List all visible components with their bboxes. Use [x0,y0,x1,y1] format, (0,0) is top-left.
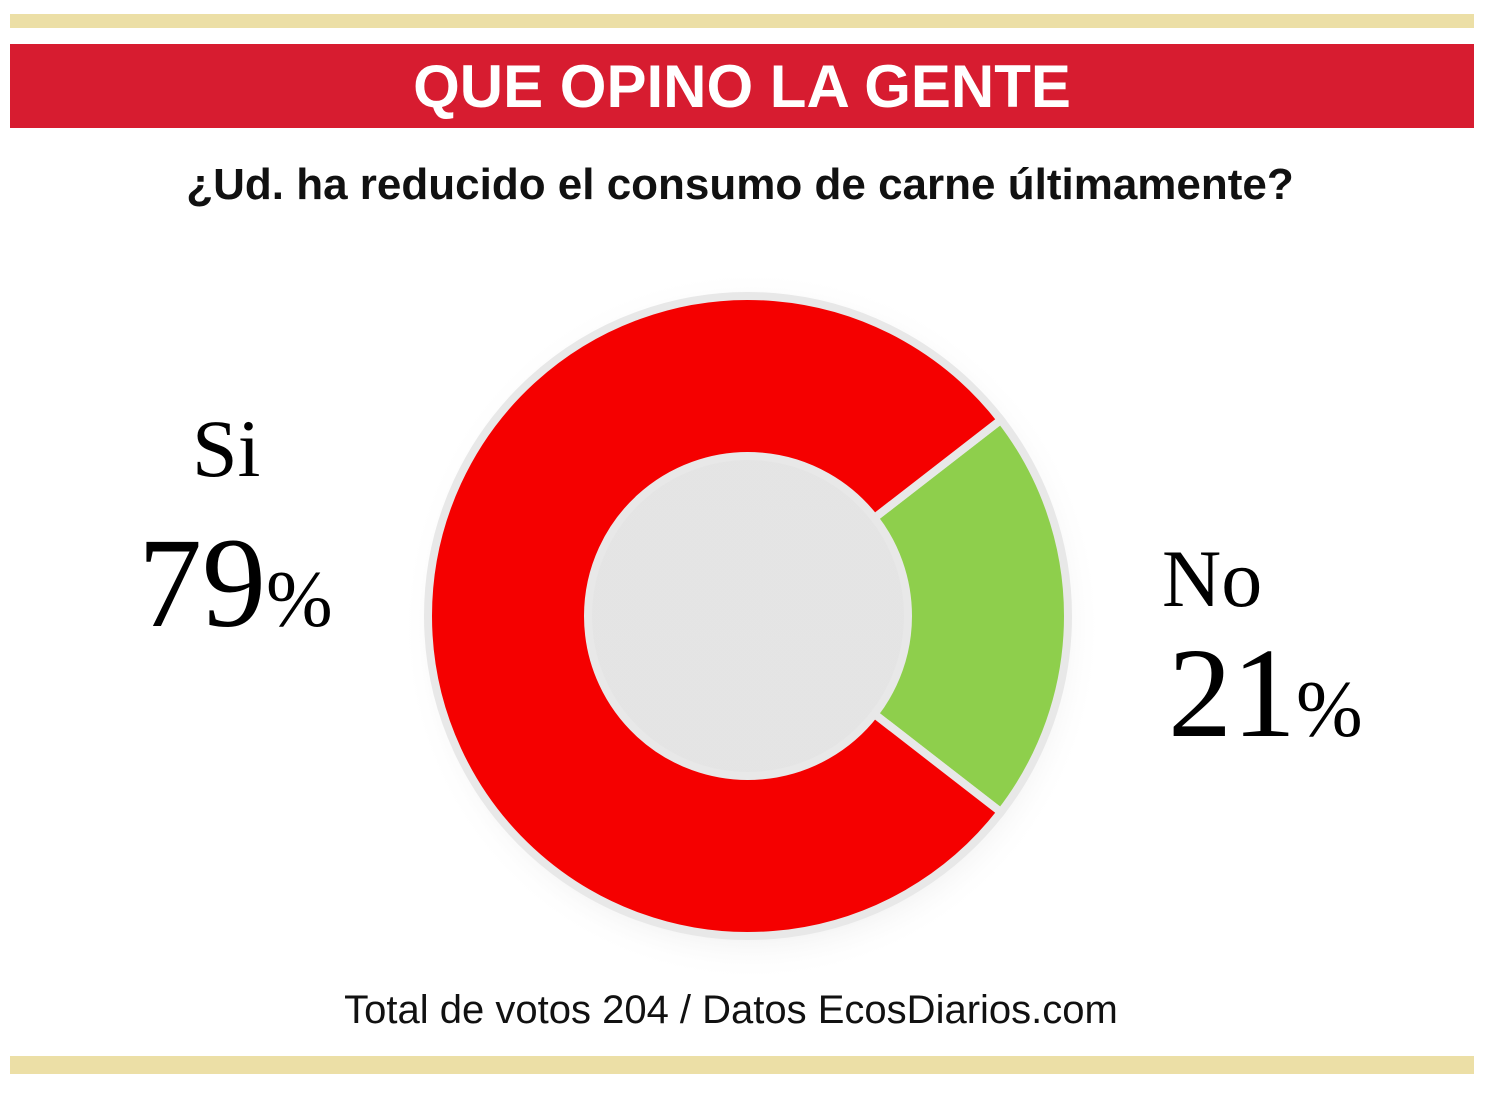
value-si-number: 79 [138,512,266,654]
poll-question: ¿Ud. ha reducido el consumo de carne últ… [186,160,1294,209]
value-si-unit: % [266,556,333,644]
value-no: 21% [1168,620,1363,767]
title-banner: QUE OPINO LA GENTE [10,44,1474,128]
banner-title: QUE OPINO LA GENTE [413,52,1071,120]
footer-source: Total de votos 204 / Datos EcosDiarios.c… [344,988,1118,1032]
bottom-gold-rule [10,1056,1474,1074]
value-si: 79% [138,510,333,657]
donut-chart [402,270,1102,982]
label-si: Si [192,403,261,494]
label-no: No [1162,533,1263,624]
donut-slice-no [868,414,1072,818]
top-gold-rule [10,14,1474,28]
donut-slice-si [424,292,1007,940]
value-no-number: 21 [1168,622,1296,764]
value-no-unit: % [1296,666,1363,754]
